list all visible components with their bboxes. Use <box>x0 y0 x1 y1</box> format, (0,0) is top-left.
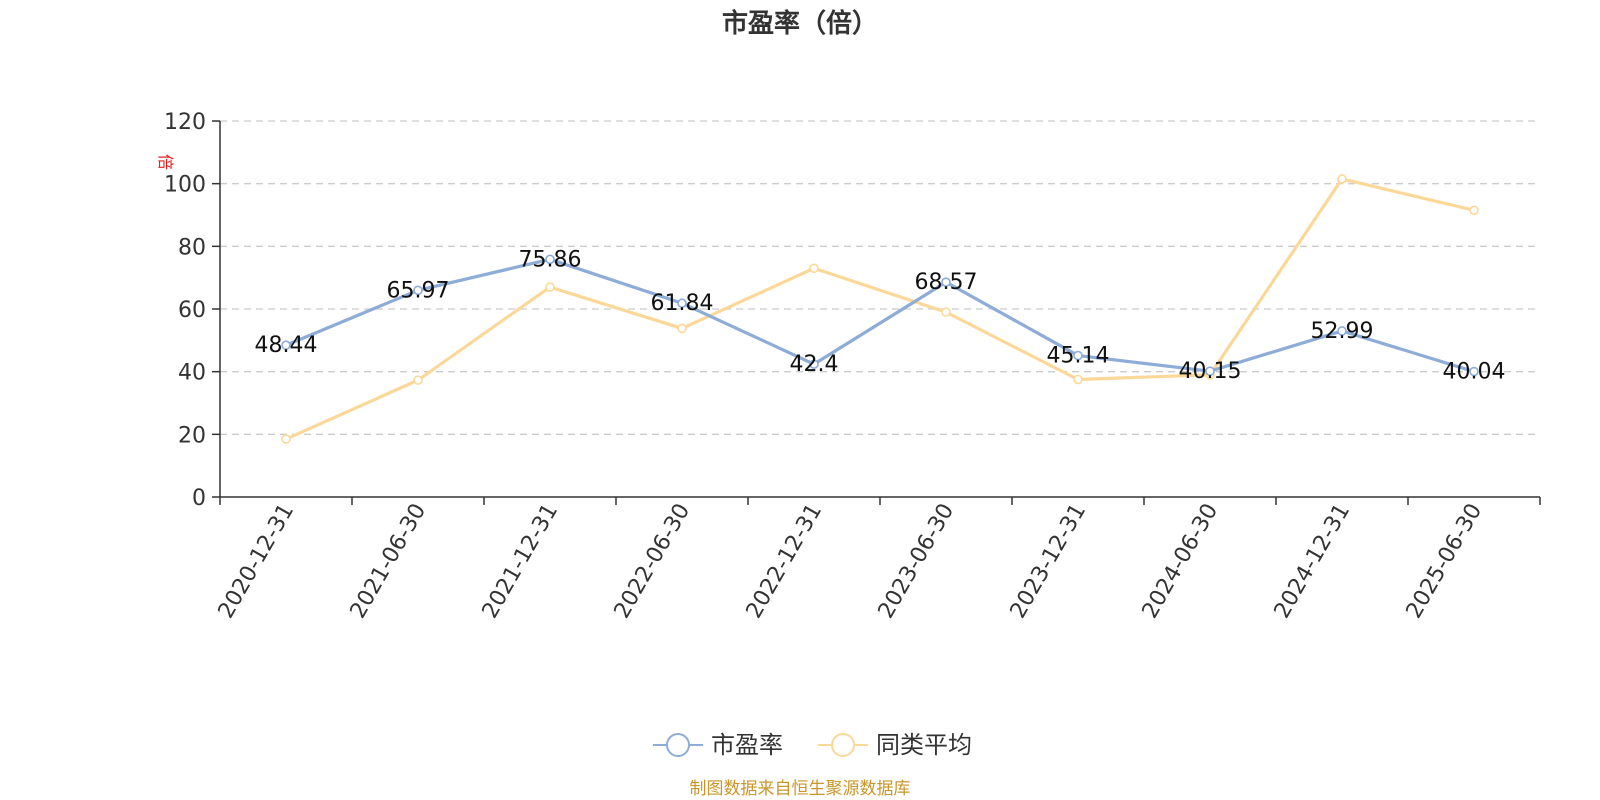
data-point-avg <box>1073 374 1083 385</box>
data-label: 75.86 <box>519 247 582 272</box>
data-label: 40.15 <box>1179 359 1242 384</box>
data-label: 61.84 <box>651 291 714 316</box>
x-tick-label: 2022-12-31 <box>742 500 828 623</box>
data-label: 52.99 <box>1311 319 1374 344</box>
data-point-pe <box>1337 326 1347 336</box>
data-point-pe <box>545 254 555 265</box>
y-axis-unit-label: 倍 <box>156 154 175 170</box>
y-tick-label: 0 <box>192 486 206 511</box>
grid-lines <box>220 120 1540 435</box>
x-tick-label: 2023-12-31 <box>1006 500 1092 623</box>
data-point-avg <box>413 375 423 385</box>
data-label: 65.97 <box>387 278 450 303</box>
data-point-pe <box>413 285 423 296</box>
y-tick-label: 20 <box>178 423 206 448</box>
data-point-avg <box>677 323 687 334</box>
x-tick-label: 2024-12-31 <box>1270 500 1356 623</box>
axes: 0 20 40 60 80 100 120 2020-12-31 2021-06-30 2021-… <box>164 110 1541 623</box>
data-point-pe <box>677 298 687 309</box>
data-label: 48.44 <box>255 333 318 358</box>
y-tick-label: 40 <box>178 361 206 386</box>
x-tick-label: 2024-06-30 <box>1138 500 1224 623</box>
data-point-pe <box>1469 366 1479 377</box>
series-line-avg <box>285 177 1475 441</box>
data-point-pe <box>1073 350 1083 361</box>
x-tick-label: 2025-06-30 <box>1402 500 1488 623</box>
y-tick-label: 120 <box>164 110 206 135</box>
data-point-avg <box>809 263 819 274</box>
x-tick-label: 2023-06-30 <box>874 500 960 623</box>
x-tick-label: 2021-06-30 <box>346 500 432 623</box>
data-point-pe <box>941 277 951 287</box>
y-tick-label: 100 <box>164 173 206 198</box>
x-tick-label: 2021-12-31 <box>478 500 564 623</box>
x-tick-label: 2020-12-31 <box>214 500 300 623</box>
data-point-avg <box>545 282 555 292</box>
data-point-pe <box>281 340 291 351</box>
data-label: 42.4 <box>790 352 839 377</box>
data-labels: 48.44 65.97 75.86 61.84 42.4 68.57 45.14 40.15 5… <box>255 247 1506 384</box>
legend[interactable]: 市盈率 同类平均 <box>653 731 972 759</box>
data-label: 45.14 <box>1047 344 1110 369</box>
chart-title: 市盈率（倍） <box>722 8 878 39</box>
legend-item-avg[interactable]: 同类平均 <box>818 731 972 759</box>
legend-label: 同类平均 <box>876 731 972 759</box>
x-tick-label: 2022-06-30 <box>610 500 696 623</box>
series-line-pe <box>285 257 1475 374</box>
series-lines <box>281 174 1479 444</box>
data-point-avg <box>941 307 951 317</box>
data-point-pe <box>1205 366 1215 376</box>
data-point-avg <box>1337 174 1347 184</box>
legend-marker-icon <box>666 733 690 757</box>
source-note: 制图数据来自恒生聚源数据库 <box>690 779 911 799</box>
legend-marker-icon <box>831 733 855 757</box>
y-tick-label: 60 <box>178 298 206 323</box>
data-label: 68.57 <box>915 270 978 295</box>
data-point-avg <box>281 434 291 444</box>
legend-label: 市盈率 <box>711 731 783 759</box>
data-point-pe <box>809 359 819 369</box>
data-label: 40.04 <box>1443 360 1506 385</box>
data-point-avg <box>1469 205 1479 216</box>
y-tick-label: 80 <box>178 235 206 260</box>
legend-item-pe[interactable]: 市盈率 <box>653 731 783 759</box>
